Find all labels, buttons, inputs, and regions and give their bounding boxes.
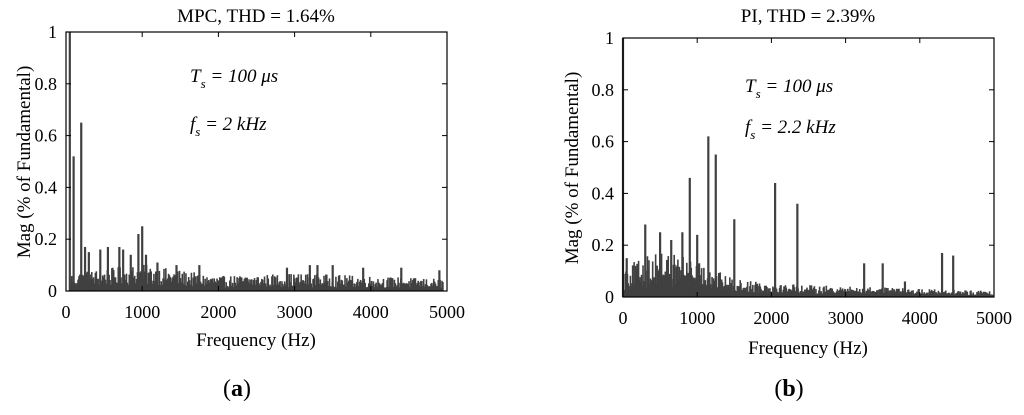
y-tick-label: 1	[605, 28, 614, 48]
y-tick-label: 0.6	[592, 132, 615, 152]
y-tick-label: 0	[605, 287, 614, 307]
y-tick-label: 0.4	[592, 183, 615, 203]
x-tick-label: 0	[62, 302, 71, 322]
chart-a-bars	[68, 32, 444, 291]
x-tick-label: 0	[619, 308, 628, 328]
x-tick-label: 2000	[753, 308, 789, 328]
chart-a-ylabel: Mag (% of Fundamental)	[14, 66, 35, 259]
chart-a-title: MPC, THD = 1.64%	[177, 6, 335, 27]
chart-a-annotation-ts: Ts = 100 μs	[190, 66, 278, 91]
chart-b-annotation-ts: Ts = 100 μs	[745, 76, 833, 101]
chart-b-ticks: 0 1000 2000 3000 4000 5000 0 0.2 0.4 0.6 0.8 1	[592, 28, 1013, 328]
x-tick-label: 2000	[200, 302, 236, 322]
x-tick-label: 1000	[124, 302, 160, 322]
y-tick-label: 0.4	[35, 177, 58, 197]
y-tick-label: 0.8	[592, 80, 615, 100]
chart-a-annotation-fs: fs = 2 kHz	[190, 114, 267, 139]
y-tick-label: 1	[48, 22, 57, 42]
x-tick-label: 1000	[679, 308, 715, 328]
chart-b: PI, THD = 2.39% 0 1000 2000 3000 4000 5000 0 0.…	[562, 6, 1012, 402]
chart-b-axes-box	[622, 37, 995, 298]
chart-b-title: PI, THD = 2.39%	[741, 6, 876, 27]
x-tick-label: 4000	[902, 308, 938, 328]
y-tick-label: 0.6	[35, 126, 58, 146]
x-tick-label: 5000	[429, 302, 465, 322]
chart-b-xlabel: Frequency (Hz)	[748, 338, 868, 359]
x-tick-label: 3000	[828, 308, 864, 328]
x-tick-label: 3000	[277, 302, 313, 322]
y-tick-label: 0.2	[592, 235, 615, 255]
y-tick-label: 0.2	[35, 229, 58, 249]
y-tick-label: 0.8	[35, 74, 58, 94]
x-tick-label: 4000	[353, 302, 389, 322]
chart-a-ticks: 0 1000 2000 3000 4000 5000 0 0.2 0.4 0.6 0.8 1	[35, 22, 466, 322]
chart-a-axes-box	[65, 31, 448, 292]
x-tick-label: 5000	[976, 308, 1012, 328]
chart-b-ylabel: Mag (% of Fundamental)	[562, 72, 583, 265]
chart-a-panel-label: (a)	[223, 376, 251, 402]
chart-b-annotation-fs: fs = 2.2 kHz	[745, 117, 836, 142]
chart-a-xlabel: Frequency (Hz)	[196, 330, 316, 351]
chart-a: MPC, THD = 1.64% 0 1000 2000 3000 4000 500000…	[14, 6, 465, 402]
chart-b-panel-label: (b)	[774, 376, 803, 402]
chart-b-bars	[621, 38, 994, 297]
y-tick-label: 0	[48, 281, 57, 301]
